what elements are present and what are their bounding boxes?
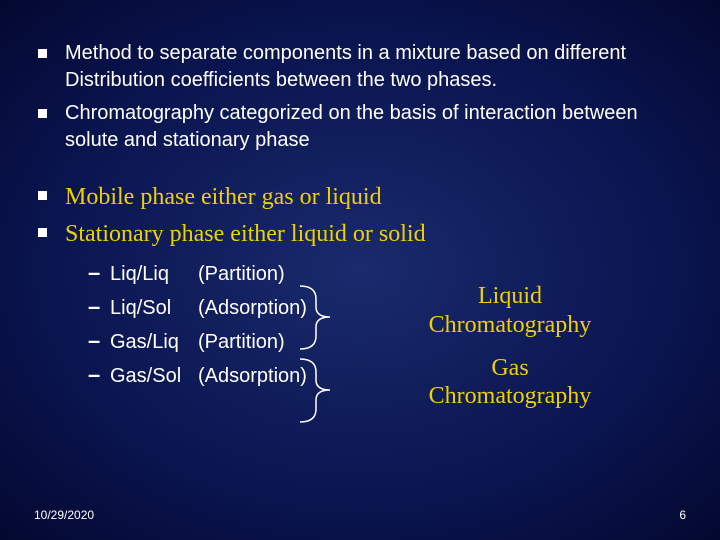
bullet-item: Method to separate components in a mixtu… xyxy=(30,40,690,94)
footer-date: 10/29/2020 xyxy=(34,508,94,522)
label-gas-chromatography: Gas Chromatography xyxy=(370,354,650,412)
label-line: Chromatography xyxy=(429,383,592,409)
bullet-text: Chromatography categorized on the basis … xyxy=(65,100,690,154)
bullet-square-icon xyxy=(38,228,47,237)
sub-pair: Gas/Sol xyxy=(110,365,198,388)
label-line: Chromatography xyxy=(429,312,592,338)
bullet-square-icon xyxy=(38,191,47,200)
bullet-text: Method to separate components in a mixtu… xyxy=(65,40,690,94)
label-liquid-chromatography: Liquid Chromatography xyxy=(370,282,650,340)
label-line: Liquid xyxy=(478,283,542,309)
dash-icon: – xyxy=(88,294,110,320)
bullet-square-icon xyxy=(38,109,47,118)
bullet-item: Chromatography categorized on the basis … xyxy=(30,100,690,154)
bullet-text: Mobile phase either gas or liquid xyxy=(65,182,382,213)
sub-paren: (Adsorption) xyxy=(198,297,307,320)
footer: 10/29/2020 6 xyxy=(34,508,686,522)
sub-paren: (Adsorption) xyxy=(198,365,307,388)
bullet-text: Stationary phase either liquid or solid xyxy=(65,219,426,250)
brace-icon xyxy=(296,281,356,431)
sub-pair: Gas/Liq xyxy=(110,331,198,354)
footer-page: 6 xyxy=(679,508,686,522)
spacer xyxy=(30,160,690,182)
right-labels: Liquid Chromatography Gas Chromatography xyxy=(370,282,650,411)
dash-icon: – xyxy=(88,328,110,354)
sub-paren: (Partition) xyxy=(198,331,285,354)
bullet-item: Mobile phase either gas or liquid xyxy=(30,182,690,213)
dash-icon: – xyxy=(88,260,110,286)
sub-paren: (Partition) xyxy=(198,263,285,286)
label-line: Gas xyxy=(491,355,528,381)
dash-icon: – xyxy=(88,362,110,388)
sub-pair: Liq/Liq xyxy=(110,263,198,286)
bullet-item: Stationary phase either liquid or solid xyxy=(30,219,690,250)
bullet-square-icon xyxy=(38,49,47,58)
sub-pair: Liq/Sol xyxy=(110,297,198,320)
